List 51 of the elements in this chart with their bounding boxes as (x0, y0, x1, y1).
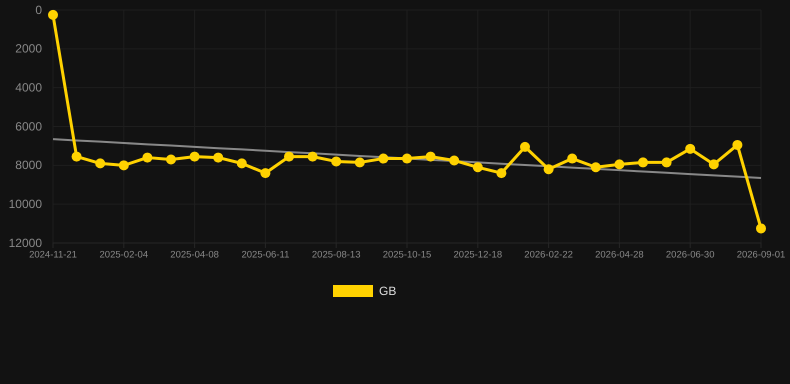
point (472, 162, 483, 172)
legend-label: GB (379, 284, 396, 298)
point (260, 168, 270, 178)
y-tick-label: 2000 (15, 42, 42, 56)
y-tick-label: 6000 (15, 119, 42, 134)
point (708, 159, 719, 170)
point (236, 158, 247, 168)
point (614, 159, 624, 170)
point (166, 154, 176, 165)
point (402, 154, 412, 164)
x-tick-label: 2025-12-18 (453, 250, 502, 261)
x-tick-label: 2026-02-22 (524, 250, 573, 261)
x-tick-label: 2026-04-28 (595, 250, 644, 261)
x-tick-label: 2025-02-04 (99, 250, 148, 261)
y-tick-label: 12000 (8, 236, 42, 250)
point (354, 157, 365, 168)
point (48, 10, 58, 20)
point (190, 152, 200, 162)
point (426, 152, 436, 162)
point (590, 162, 601, 172)
point (378, 154, 388, 164)
point (756, 223, 766, 234)
point (331, 156, 342, 166)
x-tick-label: 2024-11-21 (29, 250, 77, 261)
y-tick-label: 0 (35, 2, 42, 17)
x-tick-label: 2025-08-13 (312, 250, 361, 261)
point (662, 157, 672, 168)
y-tick-label: 4000 (15, 80, 42, 95)
point (118, 160, 129, 170)
point (95, 158, 106, 168)
point (544, 164, 554, 174)
point (213, 152, 224, 163)
y-tick-label: 10000 (8, 197, 42, 212)
point (72, 152, 82, 162)
x-tick-label: 2025-06-11 (241, 250, 290, 261)
x-tick-label: 2026-09-01 (736, 250, 786, 261)
x-tick-label: 2025-10-15 (382, 250, 432, 261)
point (284, 152, 294, 162)
point (496, 168, 506, 178)
point (449, 155, 460, 166)
point (567, 154, 578, 164)
point (638, 157, 648, 168)
point (142, 152, 152, 163)
point (520, 142, 530, 152)
point (685, 144, 696, 154)
line-series (52, 138, 762, 179)
x-tick-label: 2025-04-08 (170, 250, 219, 261)
x-tick-label: 2026-06-30 (666, 250, 715, 261)
point (732, 140, 742, 150)
y-tick-label: 8000 (15, 158, 42, 172)
point (308, 152, 318, 162)
